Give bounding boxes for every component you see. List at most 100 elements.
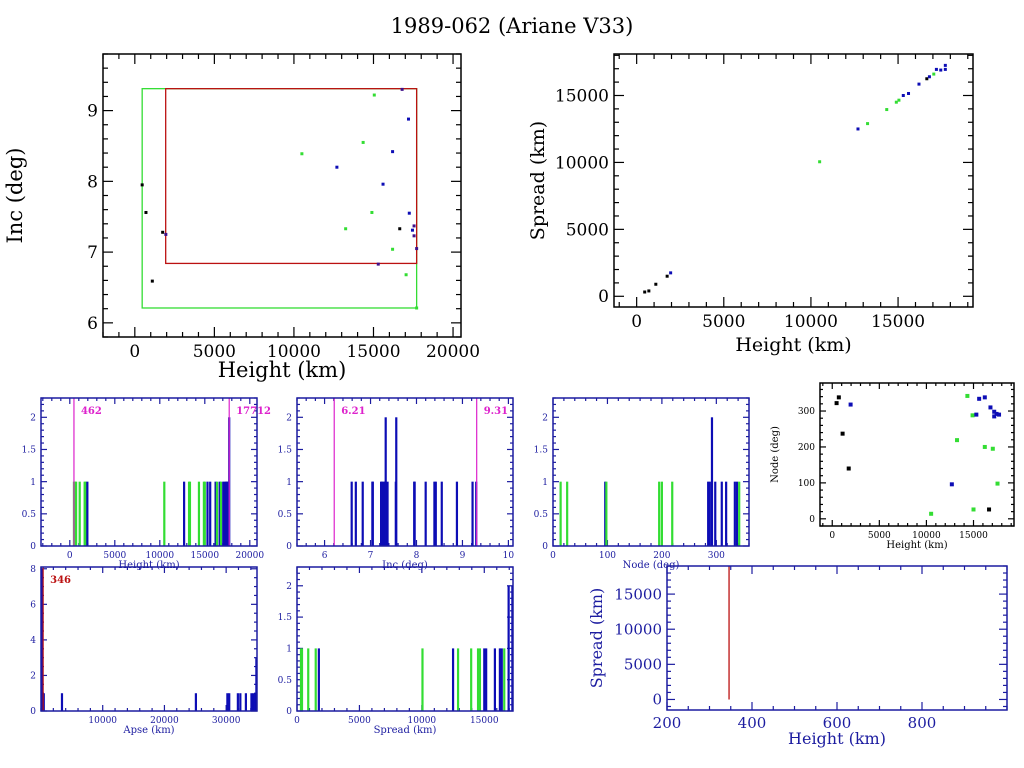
plot-spread-histogram: 0 5000 10000 15000 0 0.5 1 1.5 2 Spread (km) — [278, 566, 514, 736]
data-point — [144, 210, 148, 214]
y-tick-label: 1.5 — [22, 446, 37, 456]
x-tick-label: 15000 — [871, 312, 925, 332]
histogram-bar — [203, 481, 206, 546]
histogram-bar — [424, 481, 427, 546]
plot-inc-histogram: 6 7 8 9 10 0 0.5 1 1.5 2 Inc (deg) 6.21 9.31 — [278, 397, 514, 571]
data-point — [974, 412, 979, 417]
plot-frame — [102, 53, 462, 338]
y-tick-label: 10000 — [555, 153, 609, 173]
histogram-bar — [498, 648, 501, 711]
data-point — [140, 183, 144, 187]
x-tick-label: 20000 — [150, 716, 179, 726]
page-title: 1989-062 (Ariane V33) — [390, 14, 634, 38]
data-point — [917, 82, 921, 86]
histogram-bar — [236, 693, 239, 711]
x-tick-label: 8 — [414, 551, 420, 561]
y-tick-label: 100 — [798, 479, 815, 489]
x-tick-label: 200 — [653, 714, 682, 732]
red-box — [165, 88, 418, 265]
y-tick-label: 15000 — [555, 86, 609, 106]
data-point — [982, 395, 987, 400]
histogram-bar — [317, 648, 320, 711]
plot-frame — [40, 566, 258, 712]
histogram-bar — [244, 693, 247, 711]
x-axis-label: Height (km) — [218, 358, 347, 382]
plot-inc-vs-height: 0 5000 10000 15000 20000 6 7 8 9 Height (km) Inc (… — [3, 53, 480, 382]
data-point — [412, 234, 416, 238]
histogram-bar — [371, 481, 374, 546]
data-point — [400, 87, 404, 91]
plot-frame — [819, 382, 1015, 527]
x-tick-label: 5000 — [193, 342, 236, 362]
x-tick-label: 800 — [908, 714, 937, 732]
plot-frame — [613, 53, 974, 308]
limit-marker-label: 6.21 — [341, 406, 365, 417]
x-tick-label: 10000 — [912, 531, 941, 541]
histogram-bar — [163, 481, 166, 546]
x-tick-label: 600 — [823, 714, 852, 732]
data-point — [939, 68, 943, 72]
data-point — [949, 482, 954, 487]
histogram-bar — [197, 481, 201, 546]
y-tick-label: 2 — [542, 413, 548, 423]
x-tick-label: 6 — [322, 551, 328, 561]
y-tick-label: 15000 — [614, 585, 662, 603]
histogram-bar — [566, 481, 569, 546]
data-point — [361, 140, 365, 144]
y-tick-label: 0 — [598, 287, 609, 307]
histogram-bar — [478, 648, 482, 711]
x-tick-label: 0 — [294, 716, 300, 726]
x-tick-label: 5000 — [348, 716, 371, 726]
y-tick-label: 7 — [87, 243, 98, 263]
plot-frame — [552, 397, 750, 547]
data-point — [818, 160, 822, 164]
x-tick-label: 10000 — [408, 716, 437, 726]
data-point — [669, 271, 673, 275]
histogram-bar — [658, 481, 661, 546]
data-point — [997, 412, 1002, 417]
plot-frame — [40, 397, 258, 547]
plot-frame — [296, 397, 514, 547]
data-point — [654, 282, 658, 286]
histogram-bar — [307, 648, 310, 711]
y-tick-label: 0 — [30, 707, 36, 717]
y-tick-label: 8 — [30, 565, 36, 575]
data-point — [391, 150, 395, 154]
data-point — [992, 414, 997, 419]
y-tick-label: 8 — [87, 172, 98, 192]
x-axis-label: Height (km) — [886, 540, 947, 551]
data-point — [391, 247, 395, 251]
x-tick-label: 20000 — [426, 342, 480, 362]
data-point — [834, 401, 839, 406]
histogram-bar — [239, 693, 242, 711]
y-tick-label: 0 — [286, 542, 292, 552]
x-axis-label: Height (km) — [788, 729, 886, 748]
histogram-bar — [228, 693, 231, 711]
histogram-bar — [384, 417, 387, 546]
y-tick-label: 2 — [286, 582, 292, 592]
histogram-bar — [361, 481, 364, 546]
data-point — [846, 466, 851, 471]
data-point — [955, 438, 960, 443]
histogram-bar — [219, 481, 223, 546]
histogram-bar — [483, 648, 486, 711]
histogram-bar — [75, 481, 78, 546]
histogram-bar — [209, 481, 212, 546]
histogram-bar — [194, 693, 198, 711]
histogram-bar — [206, 481, 209, 546]
histogram-bar — [434, 481, 437, 546]
y-tick-label: 1 — [542, 478, 548, 488]
data-point — [894, 100, 898, 104]
data-point — [415, 306, 419, 310]
histogram-bar — [222, 481, 225, 546]
histogram-bar — [476, 648, 480, 711]
histogram-bar — [86, 481, 89, 546]
x-tick-label: 15000 — [959, 531, 988, 541]
y-tick-label: 0 — [30, 542, 36, 552]
data-point — [866, 122, 870, 126]
histogram-bar — [738, 481, 741, 546]
y-tick-label: 2 — [286, 413, 292, 423]
data-point — [407, 211, 411, 215]
histogram-bar — [84, 481, 87, 546]
limit-marker-label: 462 — [81, 406, 102, 417]
